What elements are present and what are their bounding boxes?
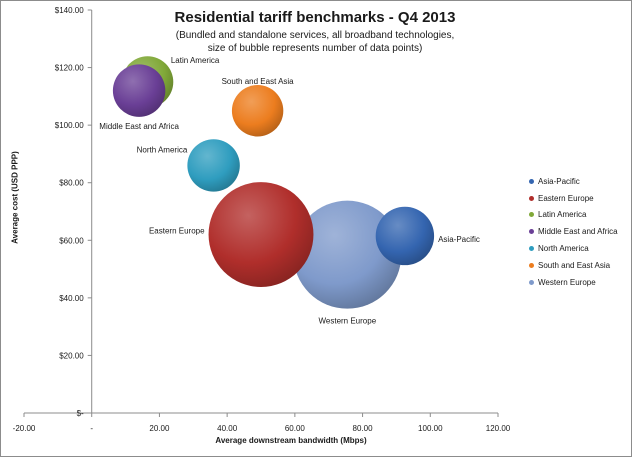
y-tick-label: $120.00 [55, 64, 84, 73]
legend-label: Western Europe [538, 277, 596, 287]
x-tick-label: 100.00 [418, 424, 443, 433]
y-tick-label: $140.00 [55, 6, 84, 15]
x-tick-label: 80.00 [353, 424, 374, 433]
legend-marker [529, 229, 534, 235]
y-tick-label: $- [77, 409, 84, 418]
legend-item-latin-america: Latin America [529, 207, 618, 224]
legend-item-middle-east-and-africa: Middle East and Africa [529, 223, 618, 240]
x-tick-label: 20.00 [149, 424, 170, 433]
chart-subtitle-line: size of bubble represents number of data… [207, 43, 423, 54]
bubble-middle-east-and-africa [112, 64, 166, 117]
data-label: Latin America [171, 56, 220, 65]
legend-item-eastern-europe: Eastern Europe [529, 190, 618, 207]
bubble-south-and-east-asia [231, 85, 284, 137]
bubble-western-europe [293, 200, 402, 309]
chart-title: Residential tariff benchmarks - Q4 2013 [174, 9, 456, 26]
data-label: Western Europe [318, 316, 376, 325]
chart-subtitle: (Bundled and standalone services, all br… [151, 29, 479, 55]
x-axis-label: Average downstream bandwidth (Mbps) [215, 436, 367, 445]
chart-subtitle-line: (Bundled and standalone services, all br… [175, 30, 455, 41]
legend: Asia-Pacific Eastern Europe Latin America M… [529, 173, 618, 291]
legend-label: Asia-Pacific [538, 176, 580, 186]
legend-marker [529, 178, 534, 184]
x-tick-label: - [90, 424, 93, 433]
y-axis-label: Average cost (USD PPP) [10, 151, 20, 244]
data-label: Eastern Europe [149, 227, 205, 236]
legend-label: North America [538, 244, 589, 254]
legend-label: South and East Asia [538, 260, 611, 270]
y-tick-label: $20.00 [59, 351, 84, 360]
bubble-eastern-europe [208, 182, 314, 287]
data-label: Middle East and Africa [99, 122, 179, 131]
x-tick-label: 40.00 [217, 424, 238, 433]
x-tick-label: 60.00 [285, 424, 306, 433]
bubble-asia-pacific [375, 206, 435, 266]
x-tick-label: 120.00 [486, 424, 511, 433]
legend-marker [529, 212, 534, 218]
data-label: South and East Asia [222, 77, 295, 86]
legend-item-south-and-east-asia: South and East Asia [529, 257, 618, 274]
legend-item-asia-pacific: Asia-Pacific [529, 173, 618, 190]
legend-marker [529, 279, 534, 285]
legend-item-north-america: North America [529, 240, 618, 257]
y-tick-label: $60.00 [59, 236, 84, 245]
legend-label: Middle East and Africa [538, 227, 618, 237]
legend-item-western-europe: Western Europe [529, 274, 618, 291]
legend-marker [529, 246, 534, 252]
legend-label: Latin America [538, 210, 587, 220]
y-tick-label: $80.00 [59, 179, 84, 188]
data-label: North America [137, 146, 188, 155]
data-label: Asia-Pacific [438, 235, 480, 244]
y-tick-label: $40.00 [59, 294, 84, 303]
legend-marker [529, 195, 534, 201]
x-tick-label: -20.00 [13, 424, 36, 433]
y-tick-label: $100.00 [55, 121, 84, 130]
legend-marker [529, 262, 534, 268]
legend-label: Eastern Europe [538, 193, 594, 203]
bubble-north-america [187, 139, 240, 192]
